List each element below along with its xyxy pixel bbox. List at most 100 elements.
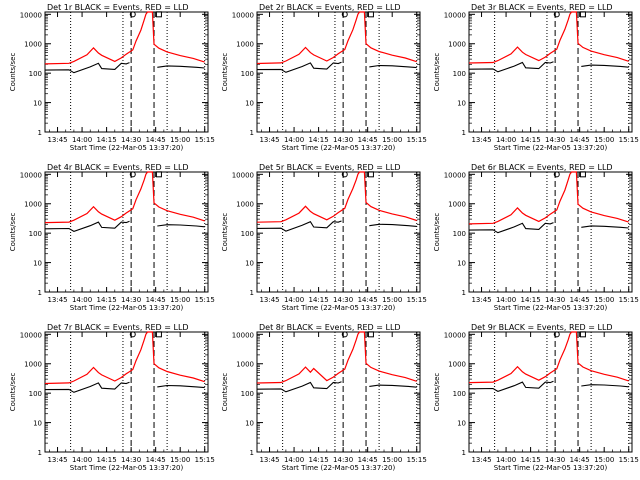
x-axis-label: Start Time (22-Mar-05 13:37:20) <box>70 304 184 312</box>
circle-marker <box>553 171 560 178</box>
plot-frame <box>256 331 421 453</box>
x-axis-label: Start Time (22-Mar-05 13:37:20) <box>70 144 184 152</box>
circle-marker <box>553 331 560 338</box>
y-tick-label: 1000 <box>448 361 466 369</box>
square-marker <box>367 331 374 338</box>
x-tick-label: 14:00 <box>284 136 304 144</box>
panel-det-8: Det 8r BLACK = Events, RED = LLD 1 10 100 10… <box>221 323 427 472</box>
panel-det-9: Det 9r BLACK = Events, RED = LLD 1 10 100 10… <box>433 323 639 472</box>
series-lld-line <box>44 11 205 65</box>
panel-title: Det 3r BLACK = Events, RED = LLD <box>471 3 613 12</box>
y-axis-label: Counts/sec <box>221 373 229 412</box>
y-tick-label: 10 <box>457 260 466 268</box>
panel-title: Det 6r BLACK = Events, RED = LLD <box>471 163 613 172</box>
panel-title: Det 9r BLACK = Events, RED = LLD <box>471 323 613 332</box>
y-tick-label: 1 <box>250 289 254 297</box>
y-tick-label: 10000 <box>20 331 42 339</box>
series-lld-line <box>256 11 417 65</box>
x-tick-label: 14:45 <box>146 296 166 304</box>
square-marker <box>367 171 374 178</box>
series-events-line-post <box>581 64 629 68</box>
panel-title: Det 1r BLACK = Events, RED = LLD <box>47 3 189 12</box>
x-tick-label: 14:15 <box>97 296 117 304</box>
x-tick-label: 14:00 <box>284 456 304 464</box>
panel-title: Det 2r BLACK = Events, RED = LLD <box>259 3 401 12</box>
y-tick-label: 100 <box>241 390 254 398</box>
series-events-line <box>44 381 130 393</box>
x-axis-label: Start Time (22-Mar-05 13:37:20) <box>494 144 608 152</box>
y-tick-label: 10000 <box>232 171 254 179</box>
x-tick-label: 14:15 <box>521 296 541 304</box>
series-events-line <box>44 220 130 233</box>
series-events-line-post <box>157 65 205 69</box>
y-tick-label: 100 <box>453 230 466 238</box>
y-axis-label: Counts/sec <box>433 213 441 252</box>
y-tick-label: 1 <box>38 449 42 457</box>
y-axis-label: Counts/sec <box>9 373 17 412</box>
y-axis-label: Counts/sec <box>221 53 229 92</box>
square-marker <box>155 11 162 18</box>
x-tick-label: 15:00 <box>382 296 402 304</box>
y-tick-label: 10000 <box>20 171 42 179</box>
series-events-line-post <box>369 223 417 227</box>
x-tick-label: 14:00 <box>496 296 516 304</box>
x-tick-label: 14:30 <box>121 456 141 464</box>
series-lld-line <box>256 171 417 223</box>
x-axis-label: Start Time (22-Mar-05 13:37:20) <box>282 304 396 312</box>
y-tick-label: 100 <box>241 70 254 78</box>
y-tick-label: 1 <box>38 129 42 137</box>
series-events-line <box>44 62 130 74</box>
x-tick-label: 14:45 <box>358 296 378 304</box>
y-tick-label: 1 <box>38 289 42 297</box>
square-marker <box>155 171 162 178</box>
y-tick-label: 10000 <box>232 11 254 19</box>
x-axis-label: Start Time (22-Mar-05 13:37:20) <box>70 464 184 472</box>
y-tick-label: 1000 <box>448 201 466 209</box>
series-lld-line <box>44 331 205 385</box>
series-events-line-post <box>157 384 205 389</box>
y-axis-label: Counts/sec <box>433 53 441 92</box>
x-tick-label: 14:00 <box>72 456 92 464</box>
y-tick-label: 100 <box>29 230 42 238</box>
x-tick-label: 14:00 <box>496 136 516 144</box>
y-tick-label: 10000 <box>444 11 466 19</box>
x-tick-label: 14:30 <box>333 456 353 464</box>
panel-det-7: Det 7r BLACK = Events, RED = LLD 1 10 100 10… <box>9 323 215 472</box>
panel-title: Det 5r BLACK = Events, RED = LLD <box>259 163 401 172</box>
x-tick-label: 13:45 <box>47 136 67 144</box>
x-tick-label: 13:45 <box>47 296 67 304</box>
y-tick-label: 1000 <box>448 41 466 49</box>
series-lld-line <box>468 331 629 384</box>
x-tick-label: 15:15 <box>619 136 639 144</box>
series-events-line <box>468 380 554 393</box>
y-tick-label: 100 <box>241 230 254 238</box>
x-axis-label: Start Time (22-Mar-05 13:37:20) <box>494 304 608 312</box>
y-tick-label: 10 <box>33 100 42 108</box>
x-tick-label: 15:15 <box>195 296 215 304</box>
circle-marker <box>341 331 348 338</box>
series-events-line <box>468 222 554 234</box>
x-tick-label: 14:30 <box>121 136 141 144</box>
y-tick-label: 100 <box>453 70 466 78</box>
x-tick-label: 15:00 <box>170 296 190 304</box>
x-tick-label: 14:15 <box>309 296 329 304</box>
plot-frame <box>44 331 209 453</box>
y-tick-label: 100 <box>29 390 42 398</box>
x-tick-label: 15:00 <box>594 136 614 144</box>
x-tick-label: 14:15 <box>309 456 329 464</box>
circle-marker <box>341 11 348 18</box>
series-events-line-post <box>369 64 417 69</box>
series-events-line-post <box>369 384 417 388</box>
y-axis-label: Counts/sec <box>221 213 229 252</box>
panel-title: Det 4r BLACK = Events, RED = LLD <box>47 163 189 172</box>
x-tick-label: 15:15 <box>195 136 215 144</box>
y-tick-label: 1000 <box>236 201 254 209</box>
plot-frame <box>256 171 421 293</box>
panel-det-4: Det 4r BLACK = Events, RED = LLD 1 10 100 10… <box>9 163 215 312</box>
y-tick-label: 10000 <box>232 331 254 339</box>
y-tick-label: 10 <box>457 420 466 428</box>
square-marker <box>579 331 586 338</box>
circle-marker <box>129 331 136 338</box>
y-tick-label: 100 <box>453 390 466 398</box>
